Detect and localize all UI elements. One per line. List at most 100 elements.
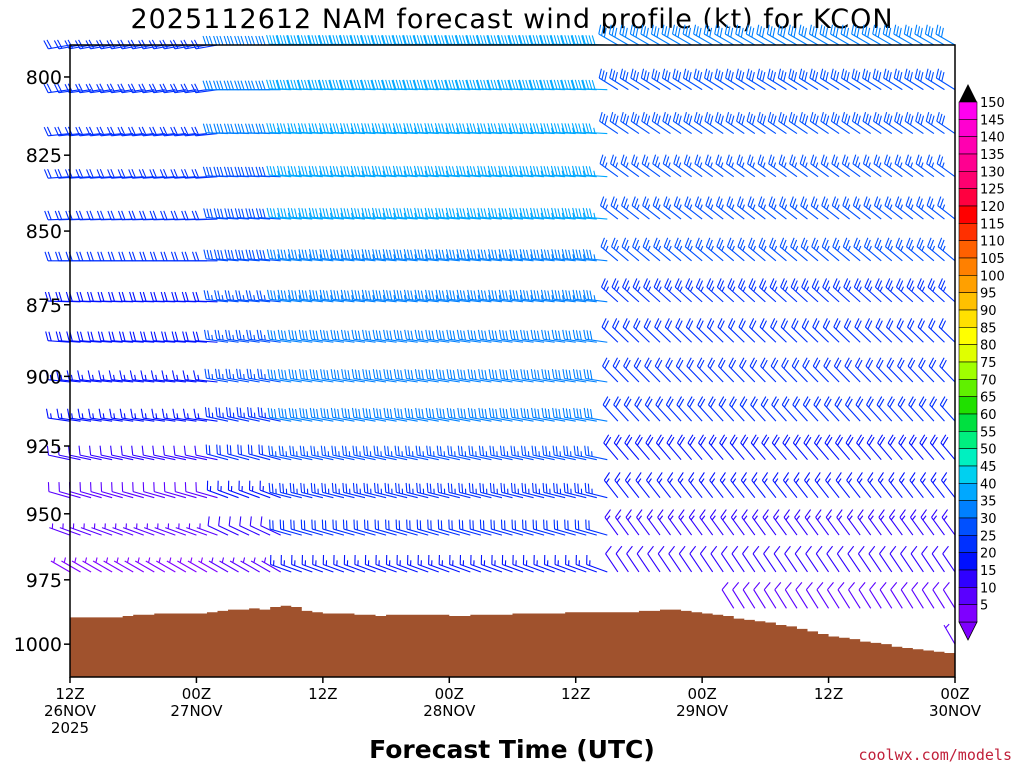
barb-feather — [421, 370, 424, 380]
wind-barb — [118, 331, 144, 343]
barb-shaft — [459, 528, 482, 536]
barb-shaft — [121, 176, 144, 179]
barb-shaft — [693, 77, 713, 91]
barb-feather — [486, 35, 491, 45]
barb-shaft — [501, 131, 524, 135]
wind-barb — [835, 472, 851, 499]
barb-shaft — [826, 589, 840, 609]
barb-feather — [309, 369, 313, 379]
barb-half-feather — [169, 557, 172, 563]
wind-barb — [277, 249, 302, 262]
barb-feather — [768, 154, 773, 164]
barb-feather — [496, 79, 501, 90]
barb-feather — [347, 290, 351, 301]
wind-barb — [509, 329, 534, 343]
barb-feather — [259, 330, 263, 340]
barb-shaft — [522, 491, 545, 499]
barb-shaft — [322, 378, 345, 383]
wind-barb — [801, 318, 819, 343]
barb-shaft — [175, 491, 197, 499]
barb-feather — [589, 370, 593, 380]
barb-shaft — [365, 563, 387, 573]
barb-feather — [88, 83, 95, 93]
barb-shaft — [428, 563, 450, 573]
barb-feather — [387, 483, 390, 494]
barb-shaft — [662, 77, 682, 91]
barb-feather — [213, 208, 218, 218]
barb-feather — [603, 320, 609, 330]
wind-barb — [665, 357, 682, 383]
barb-shaft — [216, 416, 239, 422]
barb-feather — [783, 72, 787, 82]
barb-feather — [302, 408, 305, 418]
barb-feather — [541, 407, 545, 418]
wind-barb — [519, 249, 545, 262]
barb-feather — [710, 436, 717, 446]
barb-feather — [784, 436, 791, 446]
barb-shaft — [822, 286, 840, 303]
barb-feather — [139, 251, 144, 261]
barb-shaft — [694, 120, 713, 134]
barb-feather — [216, 166, 221, 177]
barb-feather — [427, 79, 432, 90]
barb-feather — [43, 40, 49, 50]
barb-feather — [801, 318, 807, 328]
barb-feather — [834, 198, 839, 208]
barb-feather — [307, 35, 311, 45]
wind-barb — [531, 407, 555, 422]
barb-feather — [647, 436, 654, 446]
barb-shaft — [564, 298, 587, 303]
barb-feather — [450, 483, 453, 494]
wind-barb — [112, 523, 134, 536]
barb-feather — [771, 434, 778, 444]
barb-half-feather — [519, 170, 522, 176]
barb-feather — [324, 483, 327, 494]
barb-feather — [655, 434, 662, 444]
barb-feather — [573, 407, 576, 418]
barb-shaft — [480, 338, 503, 343]
barb-shaft — [522, 257, 545, 262]
barb-feather — [834, 396, 841, 406]
barb-shaft — [585, 338, 608, 343]
wind-barb — [611, 278, 629, 303]
wind-barb — [674, 278, 692, 303]
barb-shaft — [448, 491, 471, 499]
wind-barb — [203, 249, 229, 262]
wind-barb — [676, 434, 693, 461]
barb-feather — [556, 35, 561, 45]
barb-feather — [564, 123, 569, 133]
barb-feather — [248, 249, 252, 260]
wind-barb — [414, 249, 439, 262]
wind-barb — [842, 237, 861, 262]
barb-feather — [532, 123, 537, 133]
barb-feather — [759, 70, 763, 80]
barb-feather — [589, 290, 593, 301]
barb-feather — [395, 123, 400, 133]
wind-barb — [725, 154, 745, 178]
barb-feather — [503, 483, 506, 494]
barb-shaft — [416, 338, 439, 343]
barb-feather — [575, 290, 579, 300]
wind-barb — [467, 289, 492, 303]
barb-feather — [553, 123, 558, 133]
barb-feather — [761, 280, 767, 290]
barb-feather — [151, 408, 155, 419]
wind-barb — [341, 407, 366, 422]
barb-half-feather — [60, 413, 63, 419]
wind-barb — [318, 123, 344, 135]
barb-feather — [367, 166, 372, 176]
barb-feather — [119, 370, 123, 380]
barb-feather — [130, 408, 134, 419]
wind-barb — [457, 407, 481, 422]
barb-feather — [520, 369, 523, 379]
barb-feather — [347, 330, 351, 341]
barb-feather — [310, 445, 313, 456]
barb-feather — [357, 166, 361, 176]
barb-feather — [578, 290, 582, 301]
barb-feather — [460, 369, 463, 380]
barb-shaft — [730, 480, 745, 499]
wind-barb — [725, 111, 745, 134]
barb-shaft — [603, 480, 619, 499]
barb-feather — [529, 34, 534, 45]
barb-shaft — [69, 176, 92, 179]
